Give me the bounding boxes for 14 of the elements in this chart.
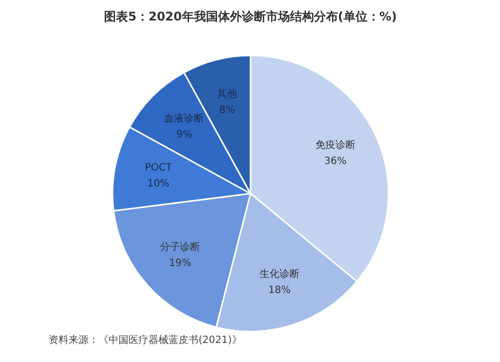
slice-label: POCT: [144, 162, 173, 174]
slice-label: 分子诊断: [160, 241, 200, 254]
data-label: 18%: [268, 285, 291, 296]
data-label: 9%: [176, 130, 192, 141]
text: 资料来源：《中国医疗器械蓝皮书(2021)》: [48, 334, 242, 346]
chart-title: 图表5：2020年我国体外诊断市场结构分布(单位：%): [104, 10, 397, 24]
data-label: 10%: [147, 178, 170, 190]
slice-label: 免疫诊断: [315, 139, 356, 152]
data-label: 36%: [324, 156, 347, 168]
data-label: 8%: [219, 105, 236, 116]
data-label: 19%: [168, 258, 192, 270]
slice-label: 其他: [217, 88, 238, 100]
slice-label: 生化诊断: [260, 268, 300, 280]
slice-label: 血液诊断: [164, 112, 204, 125]
